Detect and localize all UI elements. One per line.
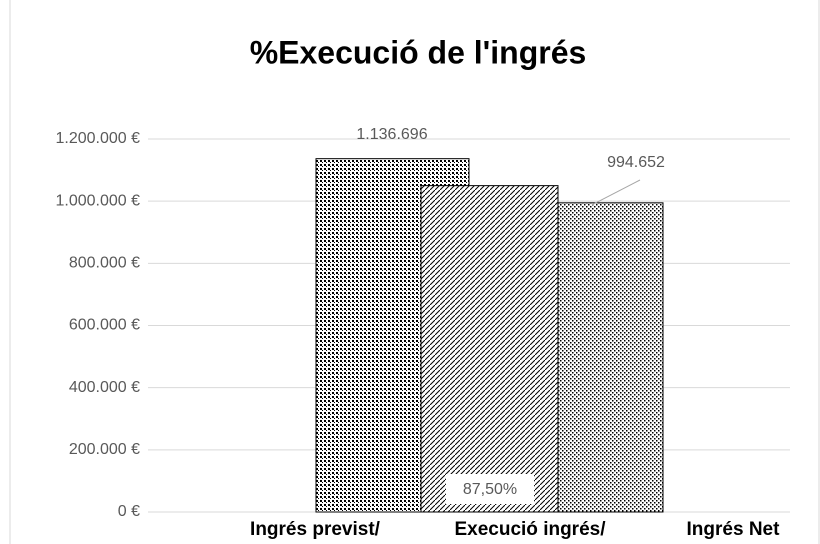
y-tick-label: 1.200.000 €	[55, 130, 140, 147]
chart-title: %Execució de l'ingrés	[250, 34, 587, 70]
y-tick-label: 400.000 €	[69, 379, 140, 396]
chart-border	[9, 0, 820, 544]
data-label: 994.652	[607, 154, 665, 171]
x-tick-label: Ingrés previst/	[250, 519, 381, 540]
y-tick-label: 600.000 €	[69, 317, 140, 334]
y-tick-label: 0 €	[118, 503, 140, 520]
data-label: 1.136.696	[356, 126, 427, 143]
y-tick-label: 800.000 €	[69, 255, 140, 272]
y-tick-label: 1.000.000 €	[55, 192, 140, 209]
x-tick-label: Execució ingrés/	[454, 519, 606, 540]
bar	[557, 202, 664, 513]
x-tick-label: Ingrés Net	[687, 519, 781, 540]
annotation: 87,50%	[463, 481, 517, 498]
y-tick-label: 200.000 €	[69, 441, 140, 458]
leader-line	[591, 179, 641, 206]
bar	[420, 185, 559, 513]
annotation-box	[446, 474, 534, 504]
